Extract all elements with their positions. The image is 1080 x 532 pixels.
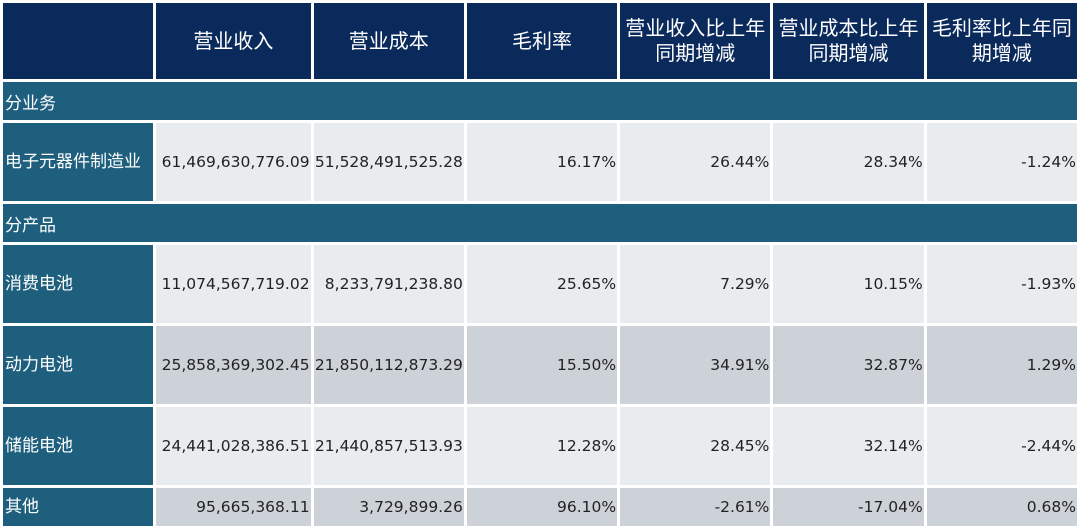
cell-cost-yoy: 32.87% <box>773 326 924 404</box>
cell-margin-yoy: -1.93% <box>926 245 1077 323</box>
cell-margin-yoy: -2.44% <box>926 407 1077 485</box>
table-row: 电子元器件制造业 61,469,630,776.09 51,528,491,52… <box>3 123 1077 201</box>
cell-revenue-yoy: 34.91% <box>620 326 771 404</box>
section-label: 分业务 <box>3 82 1077 120</box>
header-corner <box>3 3 154 79</box>
header-row: 营业收入 营业成本 毛利率 营业收入比上年同期增减 营业成本比上年同期增减 毛利… <box>3 3 1077 79</box>
header-gross-margin: 毛利率 <box>466 3 618 79</box>
header-cost-yoy: 营业成本比上年同期增减 <box>773 3 924 79</box>
cell-cost-yoy: 10.15% <box>773 245 924 323</box>
header-revenue: 营业收入 <box>156 3 311 79</box>
cell-revenue: 61,469,630,776.09 <box>156 123 311 201</box>
cell-cost-yoy: -17.04% <box>773 488 924 526</box>
cell-gross-margin: 25.65% <box>466 245 618 323</box>
cell-cost: 21,440,857,513.93 <box>313 407 464 485</box>
row-label: 消费电池 <box>3 245 154 323</box>
header-revenue-yoy: 营业收入比上年同期增减 <box>620 3 771 79</box>
table-row: 消费电池 11,074,567,719.02 8,233,791,238.80 … <box>3 245 1077 323</box>
cell-revenue-yoy: -2.61% <box>620 488 771 526</box>
cell-cost: 51,528,491,525.28 <box>313 123 464 201</box>
cell-revenue: 95,665,368.11 <box>156 488 311 526</box>
section-business: 分业务 <box>3 82 1077 120</box>
header-margin-yoy: 毛利率比上年同期增减 <box>926 3 1077 79</box>
row-label: 储能电池 <box>3 407 154 485</box>
cell-cost: 3,729,899.26 <box>313 488 464 526</box>
cell-margin-yoy: -1.24% <box>926 123 1077 201</box>
cell-cost: 21,850,112,873.29 <box>313 326 464 404</box>
cell-revenue-yoy: 28.45% <box>620 407 771 485</box>
cell-cost-yoy: 32.14% <box>773 407 924 485</box>
cell-gross-margin: 96.10% <box>466 488 618 526</box>
row-label: 动力电池 <box>3 326 154 404</box>
cell-margin-yoy: 0.68% <box>926 488 1077 526</box>
row-label: 其他 <box>3 488 154 526</box>
header-cost: 营业成本 <box>313 3 464 79</box>
table-row: 动力电池 25,858,369,302.45 21,850,112,873.29… <box>3 326 1077 404</box>
cell-revenue-yoy: 26.44% <box>620 123 771 201</box>
cell-margin-yoy: 1.29% <box>926 326 1077 404</box>
cell-cost-yoy: 28.34% <box>773 123 924 201</box>
cell-cost: 8,233,791,238.80 <box>313 245 464 323</box>
section-product: 分产品 <box>3 204 1077 242</box>
row-label: 电子元器件制造业 <box>3 123 154 201</box>
cell-gross-margin: 12.28% <box>466 407 618 485</box>
table-row: 其他 95,665,368.11 3,729,899.26 96.10% -2.… <box>3 488 1077 526</box>
cell-revenue: 24,441,028,386.51 <box>156 407 311 485</box>
cell-revenue-yoy: 7.29% <box>620 245 771 323</box>
cell-gross-margin: 15.50% <box>466 326 618 404</box>
table-row: 储能电池 24,441,028,386.51 21,440,857,513.93… <box>3 407 1077 485</box>
cell-revenue: 25,858,369,302.45 <box>156 326 311 404</box>
section-label: 分产品 <box>3 204 1077 242</box>
cell-gross-margin: 16.17% <box>466 123 618 201</box>
cell-revenue: 11,074,567,719.02 <box>156 245 311 323</box>
